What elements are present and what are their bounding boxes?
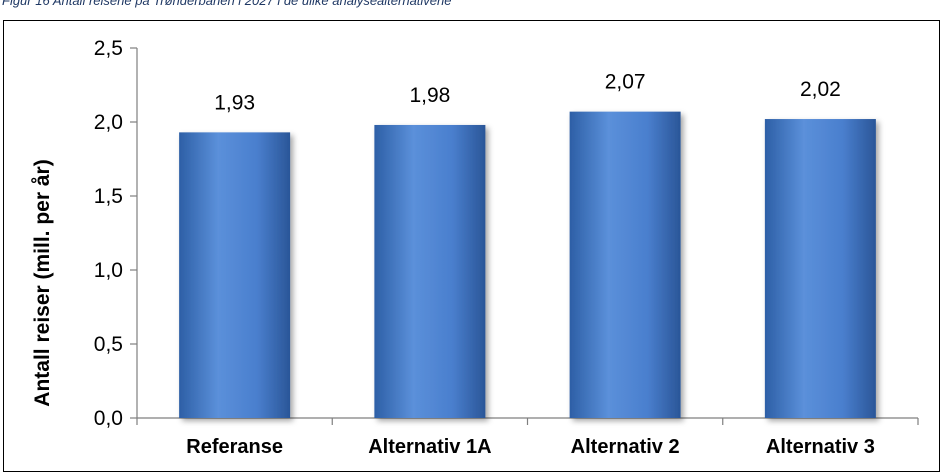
y-tick-label: 1,0 [94,259,123,282]
data-label: 1,98 [409,84,450,107]
x-tick-label: Alternativ 2 [571,436,680,458]
y-tick-label: 2,0 [94,111,123,134]
bar-2 [374,124,486,419]
x-tick-label: Alternativ 1A [368,436,491,458]
data-label: 1,93 [214,91,255,114]
x-tick-label: Referanse [186,436,283,458]
bar-1 [179,132,291,419]
y-tick-label: 1,5 [94,185,123,208]
y-tick-label: 2,5 [94,37,123,60]
data-label: 2,02 [800,78,841,101]
y-tick-label: 0,0 [94,407,123,430]
bar-4 [764,119,876,418]
y-tick-label: 0,5 [94,333,123,356]
data-label: 2,07 [605,71,646,94]
bar-3 [569,111,681,418]
y-axis-label: Antall reiser (mill. per år) [31,159,54,406]
figure-caption: Figur 16 Antall reisene på Trønderbanen … [2,0,452,8]
x-tick-label: Alternativ 3 [766,436,875,458]
